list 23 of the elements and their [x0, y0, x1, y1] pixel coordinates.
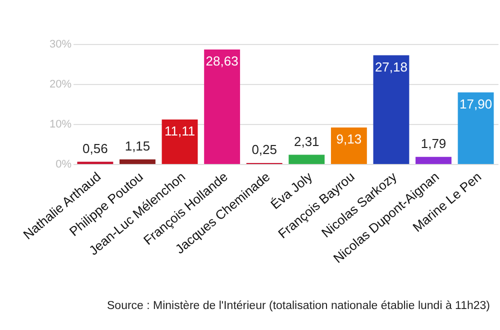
data-label: 1,79 [420, 136, 446, 151]
y-tick-label: 20% [49, 78, 72, 90]
data-label: 11,11 [164, 124, 196, 139]
data-label: 27,18 [374, 59, 408, 74]
bar [120, 159, 156, 164]
source-note: Source : Ministère de l'Intérieur (totalisation nationale établie lundi à 11h23) [106, 300, 490, 312]
data-label: 0,56 [82, 140, 108, 156]
bar [416, 156, 452, 164]
bar [162, 120, 198, 164]
data-label: 2,31 [294, 134, 320, 149]
data-label: 0,25 [252, 142, 278, 157]
bar [330, 127, 367, 164]
y-tick-label: 0% [56, 158, 72, 170]
data-label: 28,63 [206, 53, 238, 68]
data-label: 17,90 [460, 96, 492, 112]
bar [373, 55, 410, 164]
bar [288, 154, 325, 164]
y-tick-label: 10% [49, 118, 72, 130]
data-label: 9,13 [336, 131, 362, 146]
y-tick-label: 30% [49, 38, 72, 50]
bar [204, 49, 240, 164]
bar [458, 92, 494, 164]
data-label: 1,15 [124, 138, 150, 154]
